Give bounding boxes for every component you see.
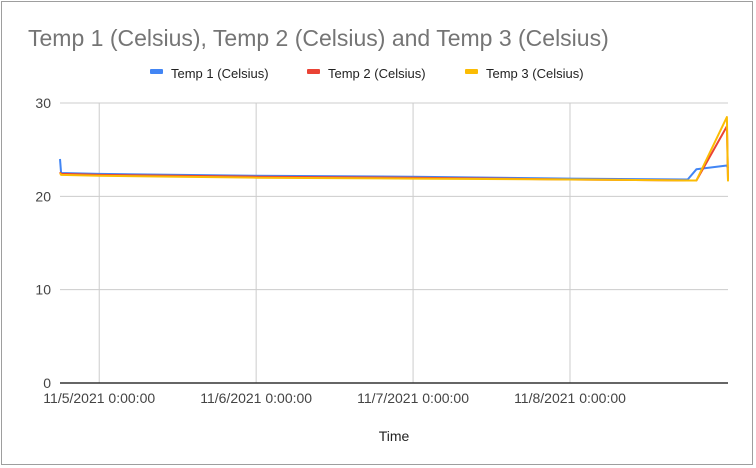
legend-label-2: Temp 2 (Celsius): [328, 66, 426, 81]
series-line-3: [59, 116, 729, 182]
plot-area: [59, 116, 729, 182]
y-tick-label: 20: [35, 188, 51, 204]
x-tick-label: 11/8/2021 0:00:00: [514, 390, 626, 406]
y-tick-label: 30: [35, 95, 51, 111]
y-tick-label: 10: [35, 282, 51, 298]
gridlines: [60, 102, 728, 383]
y-axis: 0 10 20 30: [35, 95, 51, 391]
chart-title: Temp 1 (Celsius), Temp 2 (Celsius) and T…: [28, 25, 609, 51]
legend: Temp 1 (Celsius) Temp 2 (Celsius) Temp 3 (…: [150, 66, 584, 81]
y-tick-label: 0: [43, 375, 51, 391]
x-axis-title: Time: [379, 428, 410, 444]
x-axis: 11/5/2021 0:00:00 11/6/2021 0:00:00 11/7/2…: [43, 390, 626, 406]
x-tick-label: 11/5/2021 0:00:00: [43, 390, 155, 406]
x-tick-label: 11/6/2021 0:00:00: [200, 390, 312, 406]
legend-swatch-1: [150, 69, 163, 74]
legend-label-1: Temp 1 (Celsius): [171, 66, 269, 81]
legend-label-3: Temp 3 (Celsius): [486, 66, 584, 81]
legend-swatch-2: [307, 69, 320, 74]
x-tick-label: 11/7/2021 0:00:00: [357, 390, 469, 406]
series-line-2: [59, 125, 729, 182]
legend-swatch-3: [465, 69, 478, 74]
